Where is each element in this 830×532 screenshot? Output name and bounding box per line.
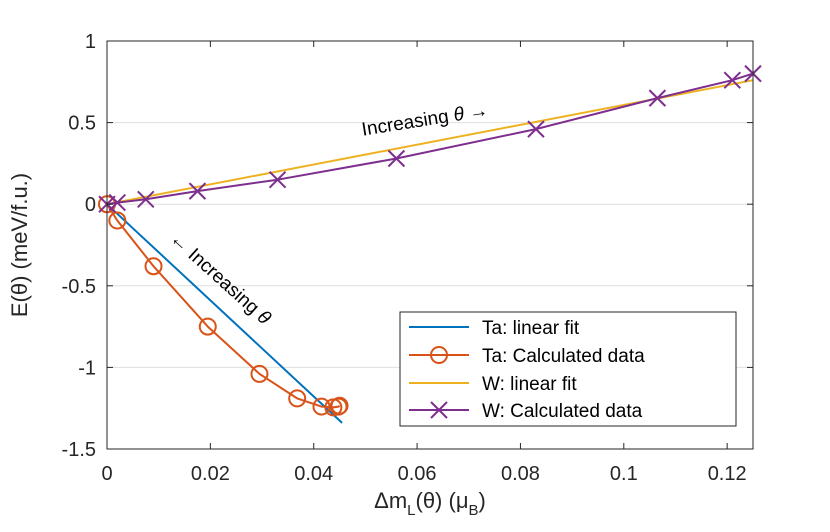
y-axis-label: E(θ) (meV/f.u.) (7, 173, 32, 317)
y-tick-label: 1 (85, 31, 96, 53)
data-point-circle (250, 364, 269, 383)
y-ticks: -1.5 -1 -0.5 0 0.5 1 (62, 31, 753, 461)
x-axis-label: ΔmL(θ) (μB) (374, 488, 486, 519)
x-tick-label: 0.1 (610, 463, 638, 485)
data-point-circle (144, 257, 163, 276)
annotation-increasing-ta: ← Increasing θ (166, 228, 275, 329)
x-tick-label: 0 (101, 463, 112, 485)
y-tick-label: 0 (85, 194, 96, 216)
plot-area-border (106, 40, 754, 450)
y-tick-label: 0.5 (68, 113, 96, 135)
data-point-cross (268, 171, 287, 189)
x-tick-label: 0.06 (398, 463, 437, 485)
y-tick-label: -1 (78, 357, 96, 379)
legend-marker-ta-data (430, 346, 448, 364)
data-point-circle (108, 211, 127, 230)
x-tick-label: 0.08 (501, 463, 540, 485)
data-point-circle (330, 396, 349, 415)
x-tick-label: 0.04 (294, 463, 333, 485)
y-tick-label: -0.5 (62, 276, 96, 298)
data-point-circle (288, 389, 307, 408)
legend-label-ta-fit: Ta: linear fit (482, 318, 580, 339)
legend-label-ta-data: Ta: Calculated data (482, 346, 645, 367)
series-line-ta-calculated-data (106, 203, 341, 409)
legend: Ta: linear fit Ta: Calculated data W: li… (399, 311, 737, 427)
data-point-circle (312, 397, 331, 416)
x-ticks: 0 0.02 0.04 0.06 0.08 0.1 0.12 (101, 41, 747, 485)
legend-label-w-data: W: Calculated data (482, 401, 643, 422)
data-point-cross (648, 89, 667, 107)
series-line-ta-linear-fit (106, 203, 343, 424)
data-point-cross (188, 182, 207, 200)
legend-box (399, 311, 737, 427)
legend-label-w-fit: W: linear fit (482, 374, 577, 395)
data-point-cross (723, 71, 742, 89)
series-layer (98, 64, 762, 424)
y-tick-label: -1.5 (62, 439, 96, 461)
data-point-circle (198, 317, 217, 336)
legend-marker-w-data (430, 401, 448, 419)
data-point-cross (108, 193, 127, 212)
data-point-cross (527, 120, 545, 138)
data-point-cross (387, 149, 406, 168)
series-line-w-calculated-data (106, 72, 754, 206)
data-point-cross (137, 190, 155, 209)
svg-text:← Increasing θ: ← Increasing θ (166, 228, 275, 329)
x-tick-label: 0.12 (708, 463, 747, 485)
x-tick-label: 0.02 (191, 463, 230, 485)
